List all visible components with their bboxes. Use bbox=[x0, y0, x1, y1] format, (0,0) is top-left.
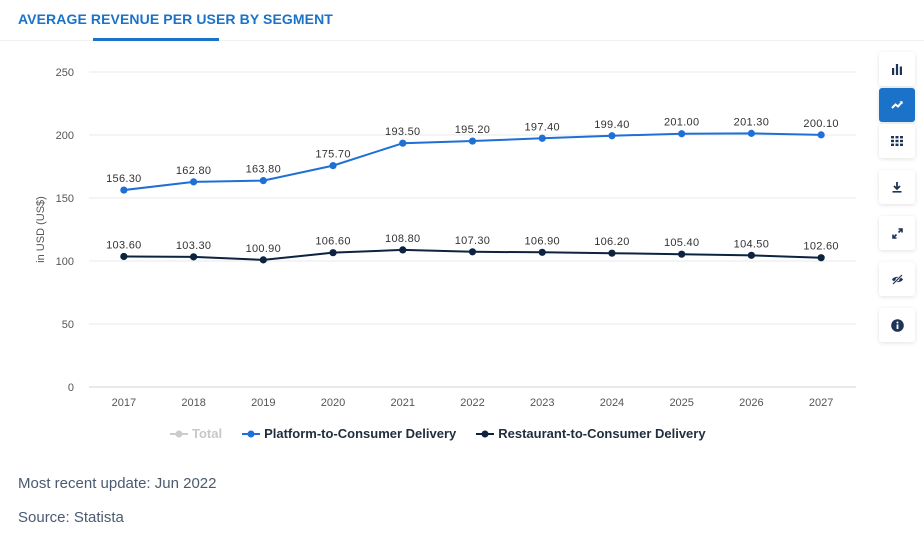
hide-icon bbox=[891, 273, 903, 285]
data-point bbox=[189, 253, 198, 261]
info-button[interactable] bbox=[879, 308, 915, 342]
legend-label-platform: Platform-to-Consumer Delivery bbox=[264, 426, 457, 441]
data-label: 200.10 bbox=[803, 118, 838, 130]
x-tick-label: 2017 bbox=[112, 397, 136, 409]
data-label: 106.90 bbox=[525, 235, 560, 247]
x-tick-label: 2020 bbox=[321, 397, 345, 409]
chart-legend: Total Platform-to-Consumer Delivery Rest… bbox=[170, 426, 726, 441]
x-tick-label: 2021 bbox=[391, 397, 415, 409]
legend-label-restaurant: Restaurant-to-Consumer Delivery bbox=[498, 426, 706, 441]
y-tick-label: 50 bbox=[62, 319, 74, 331]
legend-label-total: Total bbox=[192, 426, 223, 441]
data-point bbox=[399, 139, 407, 147]
source-note: Source: Statista bbox=[18, 509, 124, 526]
active-tab-indicator bbox=[93, 38, 219, 41]
x-tick-label: 2022 bbox=[460, 397, 484, 409]
data-label: 107.30 bbox=[455, 235, 490, 247]
data-point bbox=[608, 249, 616, 257]
data-label: 195.20 bbox=[455, 124, 490, 136]
fullscreen-button[interactable] bbox=[879, 216, 915, 250]
fullscreen-icon bbox=[891, 227, 903, 239]
legend-marker-restaurant bbox=[476, 430, 495, 437]
data-label: 105.40 bbox=[664, 237, 699, 249]
x-tick-label: 2023 bbox=[530, 397, 554, 409]
data-point bbox=[468, 248, 477, 256]
data-label: 102.60 bbox=[803, 241, 838, 253]
chart-header: AVERAGE REVENUE PER USER BY SEGMENT bbox=[0, 0, 924, 41]
download-icon bbox=[892, 182, 902, 193]
data-label: 156.30 bbox=[106, 173, 141, 185]
data-point bbox=[329, 249, 337, 257]
data-point bbox=[259, 256, 267, 264]
data-label: 163.80 bbox=[246, 164, 281, 176]
data-point bbox=[538, 248, 546, 256]
data-point bbox=[817, 131, 825, 139]
data-label: 106.20 bbox=[594, 236, 629, 248]
data-label: 103.30 bbox=[176, 240, 211, 252]
data-label: 193.50 bbox=[385, 126, 420, 138]
data-label: 162.80 bbox=[176, 165, 211, 177]
bar-chart-button[interactable] bbox=[879, 52, 915, 86]
x-tick-label: 2019 bbox=[251, 397, 275, 409]
data-label: 100.90 bbox=[246, 243, 281, 255]
data-point bbox=[678, 130, 686, 138]
data-point bbox=[120, 186, 128, 194]
data-point bbox=[329, 162, 337, 170]
data-label: 175.70 bbox=[315, 149, 350, 161]
y-tick-label: 200 bbox=[56, 130, 74, 142]
data-point bbox=[538, 134, 546, 142]
data-label: 108.80 bbox=[385, 233, 420, 245]
legend-item-platform[interactable]: Platform-to-Consumer Delivery bbox=[242, 426, 456, 441]
line-chart-button[interactable] bbox=[879, 88, 915, 122]
data-label: 104.50 bbox=[734, 238, 769, 250]
y-tick-label: 100 bbox=[56, 256, 74, 268]
y-tick-label: 150 bbox=[56, 193, 74, 205]
data-point bbox=[399, 246, 407, 254]
table-icon bbox=[891, 136, 903, 146]
line-chart-icon bbox=[891, 101, 903, 109]
legend-item-total[interactable]: Total bbox=[170, 426, 222, 441]
data-point bbox=[259, 177, 267, 185]
chart-title: AVERAGE REVENUE PER USER BY SEGMENT bbox=[18, 11, 333, 27]
download-button[interactable] bbox=[879, 170, 915, 204]
x-tick-label: 2025 bbox=[669, 397, 693, 409]
data-point bbox=[747, 251, 756, 259]
legend-marker-total bbox=[170, 430, 188, 437]
x-tick-label: 2024 bbox=[600, 397, 624, 409]
table-button[interactable] bbox=[879, 124, 915, 158]
x-tick-label: 2026 bbox=[739, 397, 763, 409]
legend-marker-platform bbox=[242, 430, 261, 437]
data-label: 103.60 bbox=[106, 239, 141, 251]
data-label: 201.00 bbox=[664, 117, 699, 129]
data-point bbox=[120, 252, 128, 261]
y-axis-label: in USD (US$) bbox=[35, 196, 47, 263]
data-point bbox=[817, 254, 825, 262]
legend-item-restaurant[interactable]: Restaurant-to-Consumer Delivery bbox=[476, 426, 706, 441]
update-note: Most recent update: Jun 2022 bbox=[18, 475, 217, 492]
line-chart: 0 50 100 150 200 250 in USD (US$) 2017 2018 2019 2… bbox=[35, 67, 856, 409]
data-point bbox=[189, 178, 198, 186]
hide-button[interactable] bbox=[879, 262, 915, 296]
data-point bbox=[468, 137, 477, 145]
y-tick-label: 0 bbox=[68, 382, 74, 394]
data-point bbox=[678, 250, 686, 258]
data-label: 199.40 bbox=[594, 119, 629, 131]
data-point bbox=[608, 132, 616, 140]
data-label: 197.40 bbox=[525, 121, 560, 133]
data-label: 201.30 bbox=[734, 116, 769, 128]
x-tick-label: 2027 bbox=[809, 397, 833, 409]
data-label: 106.60 bbox=[315, 236, 350, 248]
info-icon bbox=[890, 318, 904, 332]
bar-chart-icon bbox=[892, 64, 902, 75]
x-tick-label: 2018 bbox=[181, 397, 205, 409]
y-tick-label: 250 bbox=[56, 67, 74, 79]
data-point bbox=[747, 129, 756, 137]
